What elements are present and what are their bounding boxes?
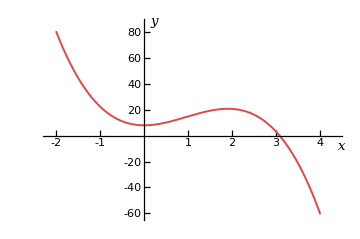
Text: x: x [338,140,345,152]
Text: y: y [151,15,158,28]
